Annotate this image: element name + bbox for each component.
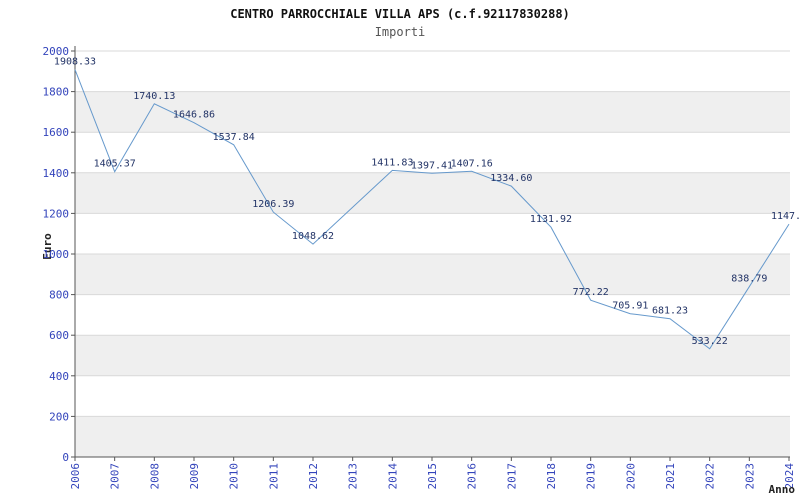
- value-label: 1206.39: [252, 199, 294, 210]
- y-tick-label: 1400: [43, 167, 70, 180]
- x-tick-label: 2024: [783, 463, 796, 490]
- x-tick-label: 2023: [743, 463, 756, 490]
- plot-band: [75, 416, 790, 457]
- y-tick-label: 0: [62, 451, 69, 464]
- value-label: 1908.33: [54, 57, 96, 68]
- chart-subtitle: Importi: [374, 25, 426, 39]
- value-label: 1048.62: [292, 231, 334, 242]
- value-label: 1131.92: [530, 214, 572, 225]
- plot-band: [75, 91, 790, 133]
- x-tick-label: 2022: [704, 463, 717, 490]
- y-tick-label: 1200: [43, 207, 70, 220]
- y-tick-label: 400: [49, 370, 69, 383]
- value-label: 1537.84: [213, 132, 255, 143]
- value-label: 1397.41: [411, 160, 453, 171]
- x-tick-label: 2020: [624, 463, 637, 490]
- x-tick-label: 2013: [347, 463, 360, 490]
- series-line: [74, 69, 790, 350]
- y-tick-label: 600: [49, 329, 69, 342]
- value-label: 1334.60: [490, 173, 532, 184]
- x-tick-label: 2010: [228, 463, 241, 490]
- x-tick-label: 2007: [109, 463, 122, 490]
- value-label: 1405.37: [94, 159, 136, 170]
- x-tick-label: 2012: [307, 463, 320, 490]
- x-tick-label: 2016: [466, 463, 479, 490]
- x-tick-label: 2017: [505, 463, 518, 490]
- value-label: 772.22: [573, 287, 609, 298]
- value-label: 533.22: [692, 336, 728, 347]
- y-tick-label: 800: [49, 289, 69, 302]
- plot-band: [75, 172, 790, 214]
- x-tick-label: 2008: [148, 463, 161, 490]
- x-tick-label: 2015: [426, 463, 439, 490]
- plot-band: [75, 254, 790, 295]
- y-tick-label: 1600: [43, 126, 70, 139]
- value-label: 838.79: [731, 274, 767, 285]
- y-tick-label: 200: [49, 410, 69, 423]
- x-tick-label: 2009: [188, 463, 201, 490]
- value-label: 1646.86: [173, 110, 215, 121]
- x-tick-label: 2021: [664, 463, 677, 490]
- x-tick-label: 2018: [545, 463, 558, 490]
- value-label: 1411.83: [371, 157, 413, 168]
- value-label: 1740.13: [133, 91, 175, 102]
- y-tick-label: 1800: [43, 86, 70, 99]
- value-label: 1407.16: [451, 158, 493, 169]
- value-label: 1147.2: [771, 211, 800, 222]
- x-axis-title: Anno: [768, 483, 796, 496]
- chart-title: CENTRO PARROCCHIALE VILLA APS (c.f.92117…: [230, 7, 570, 21]
- value-label: 705.91: [612, 301, 648, 312]
- x-tick-label: 2011: [267, 463, 280, 490]
- x-tick-label: 2019: [585, 463, 598, 490]
- y-tick-label: 2000: [43, 45, 70, 58]
- x-tick-label: 2006: [69, 463, 82, 490]
- value-label: 681.23: [652, 306, 688, 317]
- plot-band: [75, 335, 790, 376]
- x-tick-label: 2014: [386, 463, 399, 490]
- y-tick-label: 1000: [43, 248, 70, 261]
